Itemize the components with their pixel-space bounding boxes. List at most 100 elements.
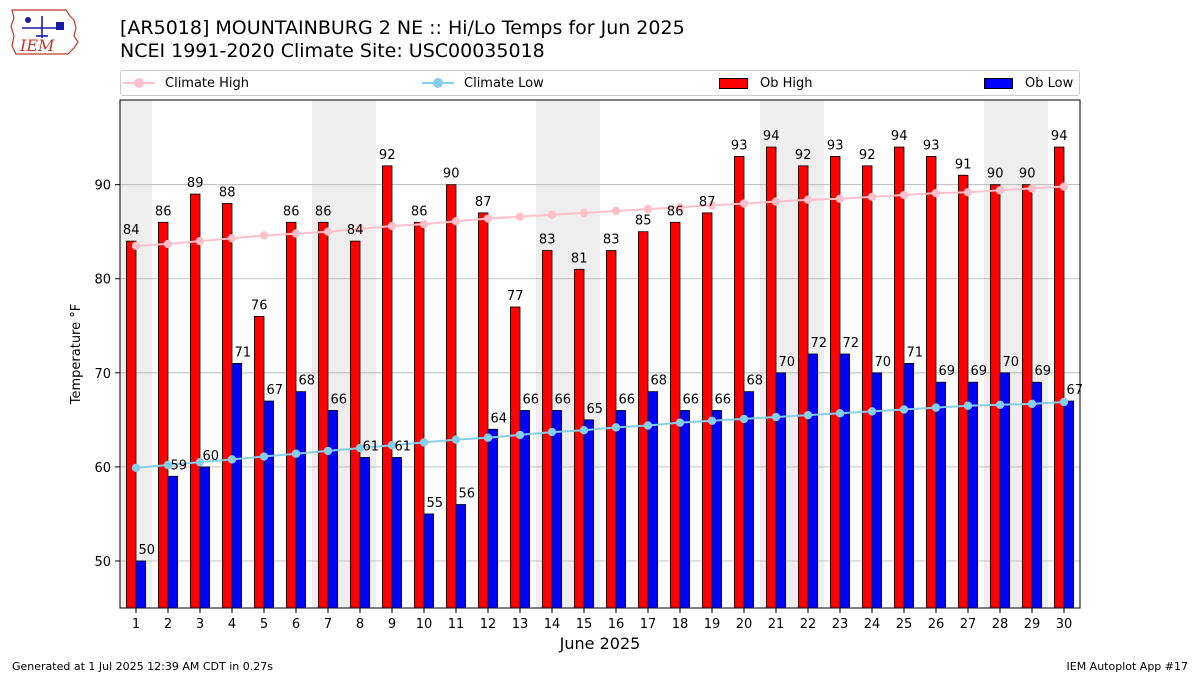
ob-high-label-25: 94 — [891, 129, 908, 144]
ob-low-bar-21 — [775, 372, 787, 609]
legend-item-ob-high: Ob High — [719, 74, 813, 92]
x-tick-label-29: 29 — [1024, 617, 1041, 632]
climate-low-point-19 — [707, 416, 717, 425]
ob-low-label-2: 59 — [171, 458, 188, 473]
ob-low-label-22: 72 — [811, 336, 828, 351]
ob-low-bar-25 — [903, 363, 915, 609]
ob-high-bar-10 — [413, 221, 425, 609]
ob-high-label-6: 86 — [283, 204, 300, 219]
x-tick-label-11: 11 — [448, 617, 465, 632]
ob-low-bar-23 — [839, 353, 851, 609]
legend-label-climate-low: Climate Low — [464, 75, 544, 91]
climate-high-point-29 — [1027, 184, 1037, 193]
x-tick-label-23: 23 — [832, 617, 849, 632]
logo-text: IEM — [19, 36, 55, 55]
ob-high-label-11: 90 — [443, 167, 460, 182]
ob-low-bar-18 — [679, 410, 691, 609]
legend: Climate High Climate Low Ob High Ob Low — [120, 70, 1080, 96]
ob-low-bar-20 — [743, 391, 755, 609]
climate-low-point-1 — [131, 463, 141, 473]
climate-high-point-4 — [227, 234, 237, 243]
ob-high-label-15: 81 — [571, 251, 588, 266]
climate-low-point-22 — [803, 410, 813, 420]
ob-low-label-3: 60 — [203, 449, 220, 464]
ob-low-bar-15 — [583, 419, 595, 609]
x-tick-label-15: 15 — [576, 617, 593, 632]
ob-high-bar-27 — [958, 174, 969, 609]
legend-label-climate-high: Climate High — [165, 75, 250, 91]
x-axis-label: June 2025 — [559, 634, 641, 653]
climate-high-point-14 — [547, 210, 557, 219]
ob-low-label-5: 67 — [267, 383, 284, 398]
legend-item-climate-high: Climate High — [123, 74, 249, 92]
x-tick-label-21: 21 — [768, 617, 785, 632]
ob-low-label-19: 66 — [715, 392, 732, 407]
app-credit: IEM Autoplot App #17 — [1066, 660, 1189, 673]
x-tick-label-20: 20 — [736, 617, 753, 632]
x-tick-label-24: 24 — [864, 617, 881, 632]
ob-low-label-14: 66 — [555, 392, 572, 407]
climate-low-point-24 — [867, 407, 877, 416]
climate-high-point-9 — [387, 221, 397, 231]
y-tick-label-70: 70 — [94, 367, 111, 382]
ob-low-label-8: 61 — [363, 439, 380, 454]
ob-low-label-18: 66 — [683, 392, 700, 407]
x-tick-label-2: 2 — [164, 617, 172, 632]
ob-high-swatch — [719, 77, 748, 89]
climate-low-point-15 — [579, 426, 589, 435]
ob-low-label-7: 66 — [331, 392, 348, 407]
climate-low-point-14 — [547, 427, 557, 437]
ob-low-label-24: 70 — [875, 355, 892, 370]
climate-low-point-2 — [163, 460, 173, 470]
climate-high-point-26 — [931, 188, 941, 198]
ob-high-bar-24 — [862, 165, 873, 609]
x-tick-label-16: 16 — [608, 617, 625, 632]
ob-high-bar-9 — [381, 165, 393, 609]
ob-low-bar-3 — [199, 466, 211, 609]
climate-low-point-20 — [739, 414, 749, 424]
ob-low-bar-22 — [807, 353, 819, 609]
ob-high-bar-5 — [253, 315, 265, 609]
ob-high-label-1: 84 — [123, 223, 140, 238]
x-tick-label-13: 13 — [512, 617, 529, 632]
ob-high-label-22: 92 — [795, 148, 812, 163]
ob-low-label-25: 71 — [907, 345, 924, 360]
iem-logo: IEM — [10, 9, 79, 55]
chart-subtitle: NCEI 1991-2020 Climate Site: USC00035018 — [120, 40, 545, 62]
ob-high-label-5: 76 — [251, 298, 268, 313]
ob-high-label-21: 94 — [763, 129, 780, 144]
ob-high-label-7: 86 — [315, 204, 332, 219]
ob-high-label-8: 84 — [347, 223, 364, 238]
ob-low-bar-5 — [263, 400, 275, 609]
ob-high-label-9: 92 — [379, 148, 396, 163]
climate-high-point-30 — [1059, 182, 1069, 191]
ob-high-label-10: 86 — [411, 204, 428, 219]
ob-low-label-1: 50 — [139, 543, 156, 558]
ob-low-bar-10 — [423, 513, 435, 609]
climate-high-point-10 — [419, 219, 429, 229]
ob-low-bar-19 — [711, 410, 723, 609]
climate-low-swatch — [422, 76, 454, 90]
ob-low-label-10: 55 — [427, 496, 444, 511]
climate-low-point-13 — [515, 430, 525, 440]
y-axis-label: Temperature °F — [69, 304, 84, 405]
ob-low-label-6: 68 — [299, 374, 316, 389]
climate-high-point-25 — [899, 190, 909, 200]
climate-low-point-17 — [643, 421, 653, 430]
ob-low-bar-26 — [935, 381, 947, 609]
climate-high-swatch — [123, 76, 155, 90]
ob-low-label-20: 68 — [747, 374, 764, 389]
ob-high-bar-17 — [638, 231, 649, 609]
climate-high-point-5 — [259, 231, 269, 240]
ob-low-label-9: 61 — [395, 439, 412, 454]
ob-low-label-28: 70 — [1003, 355, 1020, 370]
y-tick-label-80: 80 — [94, 273, 111, 288]
ob-low-bar-30 — [1063, 400, 1075, 609]
climate-low-point-8 — [355, 443, 365, 453]
plot-frame — [119, 99, 1081, 609]
ob-high-label-29: 90 — [1019, 167, 1036, 182]
ob-high-bar-26 — [926, 156, 937, 609]
climate-low-point-9 — [387, 441, 397, 450]
x-tick-label-19: 19 — [704, 617, 721, 632]
ob-low-bar-11 — [455, 504, 467, 609]
